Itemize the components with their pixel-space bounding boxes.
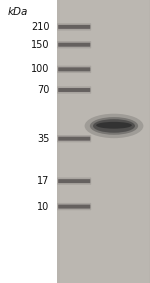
- Text: 70: 70: [37, 85, 50, 95]
- Ellipse shape: [93, 119, 135, 133]
- Bar: [57, 0, 150, 283]
- FancyBboxPatch shape: [57, 203, 91, 210]
- FancyBboxPatch shape: [58, 25, 90, 29]
- FancyBboxPatch shape: [57, 135, 91, 142]
- FancyBboxPatch shape: [57, 23, 91, 31]
- FancyBboxPatch shape: [58, 43, 90, 47]
- Ellipse shape: [85, 114, 143, 138]
- Text: 17: 17: [37, 176, 50, 186]
- FancyBboxPatch shape: [58, 179, 90, 183]
- FancyBboxPatch shape: [58, 67, 90, 71]
- Text: kDa: kDa: [8, 7, 28, 17]
- FancyBboxPatch shape: [57, 41, 91, 48]
- Bar: [60, 0, 149, 283]
- FancyBboxPatch shape: [58, 205, 90, 209]
- Text: 150: 150: [31, 40, 50, 50]
- Text: 100: 100: [31, 64, 50, 74]
- FancyBboxPatch shape: [58, 137, 90, 141]
- FancyBboxPatch shape: [57, 177, 91, 185]
- Ellipse shape: [96, 122, 132, 129]
- Text: 35: 35: [37, 134, 50, 144]
- Text: 10: 10: [37, 201, 50, 212]
- FancyBboxPatch shape: [57, 86, 91, 94]
- FancyBboxPatch shape: [58, 88, 90, 92]
- Ellipse shape: [90, 117, 138, 135]
- Text: 210: 210: [31, 22, 50, 32]
- FancyBboxPatch shape: [57, 66, 91, 73]
